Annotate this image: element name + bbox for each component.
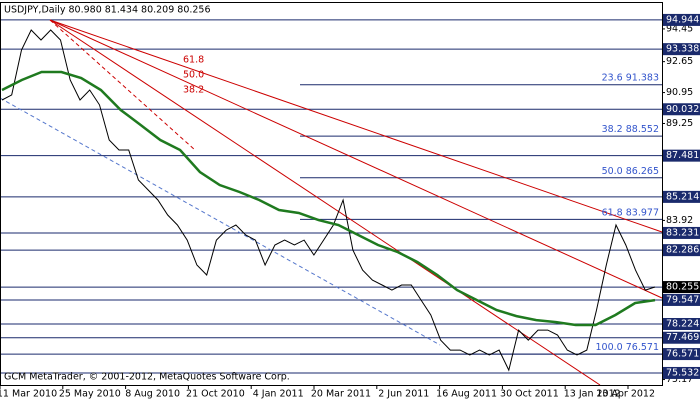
x-tick-label: 11 Mar 2010 <box>0 389 57 400</box>
fib-price: 83.977 <box>626 207 659 218</box>
level-box <box>663 293 700 306</box>
level-label: 80.255 <box>666 282 699 293</box>
fan-line <box>49 19 663 299</box>
level-label: 79.547 <box>666 294 699 305</box>
level-box <box>663 226 700 239</box>
level-label: 78.224 <box>666 319 699 330</box>
copyright: GCM MetaTrader, © 2001-2012, MetaQuotes … <box>4 372 290 383</box>
level-label: 82.286 <box>666 245 699 256</box>
level-label: 77.469 <box>666 332 699 343</box>
fan-label: 61.8 <box>183 55 204 66</box>
fan-label: 38.2 <box>183 85 204 96</box>
fib-label: 50.0 86.265 <box>602 165 659 176</box>
trend-line <box>0 97 441 346</box>
fan-line <box>49 19 663 233</box>
level-label: 75.532 <box>666 367 699 378</box>
level-box <box>663 281 700 294</box>
fib-label: 100.0 76.571 <box>596 342 659 353</box>
x-tick-label: 2 Jun 2011 <box>378 389 429 400</box>
fan-line <box>49 19 196 151</box>
fan-label: 50.0 <box>183 70 204 81</box>
level-box <box>663 348 700 361</box>
fib-label: 23.6 91.383 <box>602 72 659 83</box>
plot <box>1 29 656 372</box>
y-tick-label: 90.95 <box>666 87 693 98</box>
fib-price: 86.265 <box>626 165 659 176</box>
fib-price: 88.552 <box>626 124 659 135</box>
x-tick-label: 4 Jan 2011 <box>253 389 304 400</box>
x-tick-label: 13 Apr 2012 <box>596 389 655 400</box>
y-tick-label: 89.25 <box>666 118 693 129</box>
level-box <box>663 331 700 344</box>
y-tick-label: 75.17 <box>666 374 693 385</box>
fib-price: 76.571 <box>626 342 659 353</box>
level-label: 87.481 <box>666 150 699 161</box>
y-tick-label: 83.92 <box>666 215 693 226</box>
level-label: 90.032 <box>666 104 699 115</box>
x-tick-label: 20 Mar 2011 <box>311 389 371 400</box>
levels <box>0 19 662 374</box>
level-box <box>663 149 700 162</box>
level-label: 83.231 <box>666 227 699 238</box>
x-tick-label: 30 Oct 2011 <box>500 389 559 400</box>
level-box <box>663 244 700 257</box>
fib-level: 23.6 <box>602 72 623 83</box>
level-box <box>663 43 700 56</box>
level-box <box>663 318 700 331</box>
x-tick-label: 21 Oct 2010 <box>186 389 245 400</box>
level-label: 94.944 <box>666 14 699 25</box>
level-label: 76.571 <box>666 349 699 360</box>
level-box <box>663 13 700 26</box>
level-label: 93.338 <box>666 44 699 55</box>
fib-level: 61.8 <box>602 207 623 218</box>
price-line <box>1 29 656 372</box>
fib-label: 38.2 88.552 <box>602 124 659 135</box>
y-tick-label: 94.45 <box>666 23 693 34</box>
level-box <box>663 366 700 379</box>
x-tick-label: 13 Jan 2012 <box>564 389 621 400</box>
level-label: 85.214 <box>666 191 699 202</box>
x-tick-label: 16 Aug 2011 <box>436 389 497 400</box>
fan-line <box>49 19 601 386</box>
chart-title: USDJPY,Daily 80.980 81.434 80.209 80.256 <box>4 5 211 16</box>
y-tick-label: 92.65 <box>666 56 693 67</box>
level-box <box>663 190 700 203</box>
level-box <box>663 103 700 116</box>
x-tick-label: 8 Aug 2010 <box>125 389 180 400</box>
plot-frame <box>0 2 663 386</box>
fib-level: 38.2 <box>602 124 623 135</box>
moving-average <box>1 70 656 327</box>
x-tick-label: 25 May 2010 <box>59 389 121 400</box>
fib-label: 61.8 83.977 <box>602 207 659 218</box>
fib-price: 91.383 <box>626 72 659 83</box>
fib-level: 50.0 <box>602 165 623 176</box>
fib-level: 100.0 <box>596 342 623 353</box>
